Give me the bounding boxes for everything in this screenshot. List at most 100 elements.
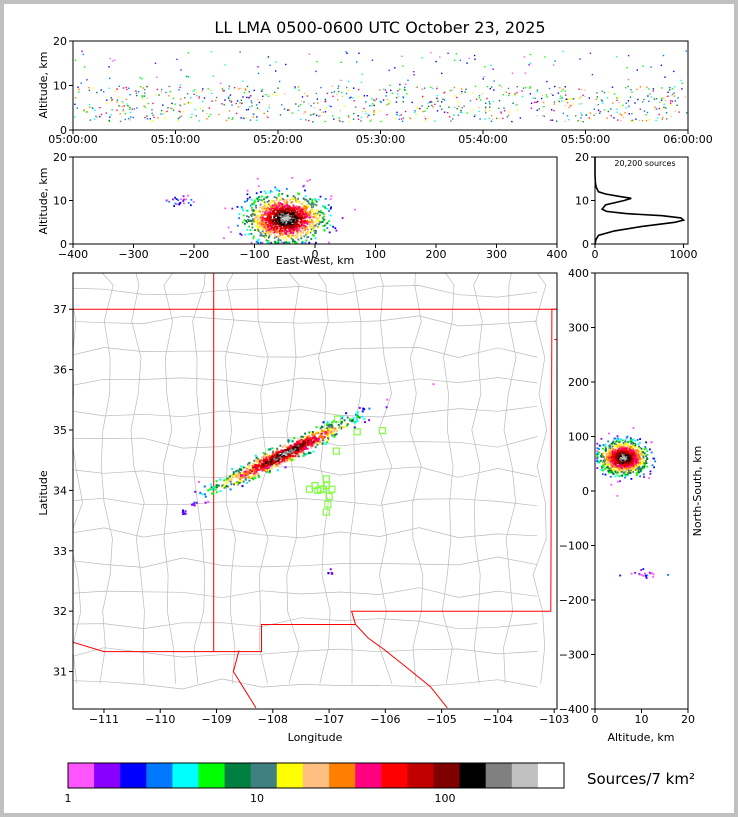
ew-source-point xyxy=(313,203,316,206)
plan-source-point xyxy=(215,491,218,494)
ew-source-point xyxy=(296,234,299,237)
ew-source-point xyxy=(303,235,306,238)
colorbar-label: Sources/7 km² xyxy=(587,770,695,788)
plan-source-point xyxy=(317,432,320,435)
time-source-point xyxy=(610,115,612,117)
ew-source-point xyxy=(278,220,281,223)
ew-source-point xyxy=(270,220,273,222)
plan-source-point xyxy=(276,469,279,472)
ew-source-point xyxy=(175,198,178,200)
ew-source-point xyxy=(274,241,276,244)
time-source-point xyxy=(92,87,95,89)
ew-source-point xyxy=(294,237,297,239)
plan-source-point xyxy=(318,442,321,445)
time-source-point xyxy=(681,82,683,84)
ew-source-point xyxy=(324,206,326,209)
time-source-point xyxy=(360,116,363,119)
plan-source-point xyxy=(248,461,251,464)
ew-source-point xyxy=(293,230,295,233)
ns-source-point xyxy=(604,445,607,448)
ns-source-point xyxy=(601,465,604,468)
time-source-point xyxy=(595,98,597,100)
time-source-point xyxy=(143,105,145,107)
time-source-point xyxy=(606,117,608,119)
ns-source-point xyxy=(636,469,639,471)
time-source-point xyxy=(507,114,510,117)
ew-source-point xyxy=(286,215,289,218)
ew-source-point xyxy=(309,213,311,215)
time-source-point xyxy=(308,53,311,55)
time-source-point xyxy=(330,105,332,108)
ew-source-point xyxy=(261,230,264,233)
time-source-point xyxy=(495,117,498,120)
plan-source-point xyxy=(317,440,319,442)
time-source-point xyxy=(389,84,391,87)
ns-source-point xyxy=(633,467,636,469)
ew-source-point xyxy=(183,198,185,201)
ew-source-point xyxy=(252,210,255,212)
ew-source-point xyxy=(253,199,256,202)
plan-source-point xyxy=(277,455,280,458)
state-border xyxy=(73,273,557,709)
plan-source-point xyxy=(304,448,307,450)
county-line xyxy=(73,436,538,449)
time-source-point xyxy=(215,99,217,102)
time-source-point xyxy=(666,95,668,98)
map-x-tick-label: −108 xyxy=(258,713,288,726)
time-source-point xyxy=(489,103,491,105)
time-source-point xyxy=(160,88,163,91)
plan-source-point xyxy=(236,481,239,484)
ew-source-point xyxy=(278,216,281,219)
ew-source-point xyxy=(271,226,274,229)
plan-source-point xyxy=(276,449,279,452)
ns-source-point xyxy=(632,455,634,457)
plan-source-point xyxy=(182,509,184,512)
ew-source-point xyxy=(266,212,268,215)
ew-source-point xyxy=(311,215,313,218)
time-source-point xyxy=(453,106,456,109)
ns-source-point xyxy=(635,474,638,477)
ns-source-point xyxy=(616,450,618,452)
ns-source-point xyxy=(610,470,613,472)
time-source-point xyxy=(457,101,459,103)
time-source-point xyxy=(523,56,526,58)
time-source-point xyxy=(652,88,655,90)
plan-source-point xyxy=(356,411,359,414)
time-source-point xyxy=(397,90,399,92)
time-source-point xyxy=(402,117,405,119)
time-source-point xyxy=(589,112,591,114)
time-source-point xyxy=(537,100,539,103)
ew-source-point xyxy=(294,241,297,244)
county-line xyxy=(73,617,538,630)
ns-source-point xyxy=(634,444,637,447)
ew-source-point xyxy=(253,219,255,222)
plan-source-point xyxy=(282,453,285,455)
ew-source-point xyxy=(298,224,300,226)
ew-source-point xyxy=(308,216,311,219)
time-source-point xyxy=(130,116,132,118)
ew-source-point xyxy=(179,201,182,204)
time-source-point xyxy=(240,117,242,119)
time-source-point xyxy=(530,107,533,109)
plan-source-point xyxy=(326,439,329,441)
time-source-point xyxy=(248,96,250,99)
ns-source-point xyxy=(603,452,605,455)
ns-source-point xyxy=(617,449,619,452)
ew-source-point xyxy=(263,201,266,204)
county-line xyxy=(73,497,538,507)
ew-source-point xyxy=(296,225,299,227)
ew-source-point xyxy=(275,228,278,231)
plan-source-point xyxy=(290,451,293,454)
ew-source-point xyxy=(286,204,289,207)
ew-source-point xyxy=(354,208,356,211)
ew-source-point xyxy=(290,220,293,222)
time-source-point xyxy=(261,90,263,92)
ew-source-point xyxy=(261,228,263,231)
plan-source-point xyxy=(287,448,290,451)
plan-source-point xyxy=(302,435,304,438)
ns-source-point xyxy=(615,472,618,475)
ew-source-point xyxy=(283,214,285,217)
ns-source-point xyxy=(614,437,617,440)
time-source-point xyxy=(179,116,181,118)
time-source-point xyxy=(525,86,527,89)
